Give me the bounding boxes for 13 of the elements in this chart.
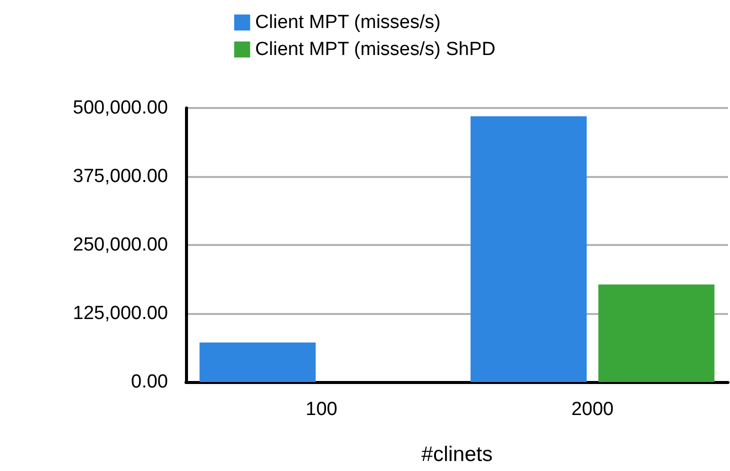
x-tick-label: 2000: [571, 399, 614, 420]
bar: [200, 342, 316, 382]
bar: [598, 284, 714, 382]
x-axis-title: #clinets: [421, 443, 493, 466]
y-tick-label: 500,000.00: [72, 98, 168, 118]
y-tick-label: 375,000.00: [72, 166, 168, 187]
bar: [470, 116, 587, 382]
y-tick-label: 250,000.00: [72, 234, 168, 256]
x-tick-label: 100: [306, 399, 338, 420]
y-tick-label: 125,000.00: [72, 303, 168, 324]
y-tick-label: 0.00: [131, 372, 168, 392]
legend-label: Client MPT (misses/s): [255, 12, 441, 33]
legend-label: Client MPT (misses/s) ShPD: [255, 39, 496, 60]
